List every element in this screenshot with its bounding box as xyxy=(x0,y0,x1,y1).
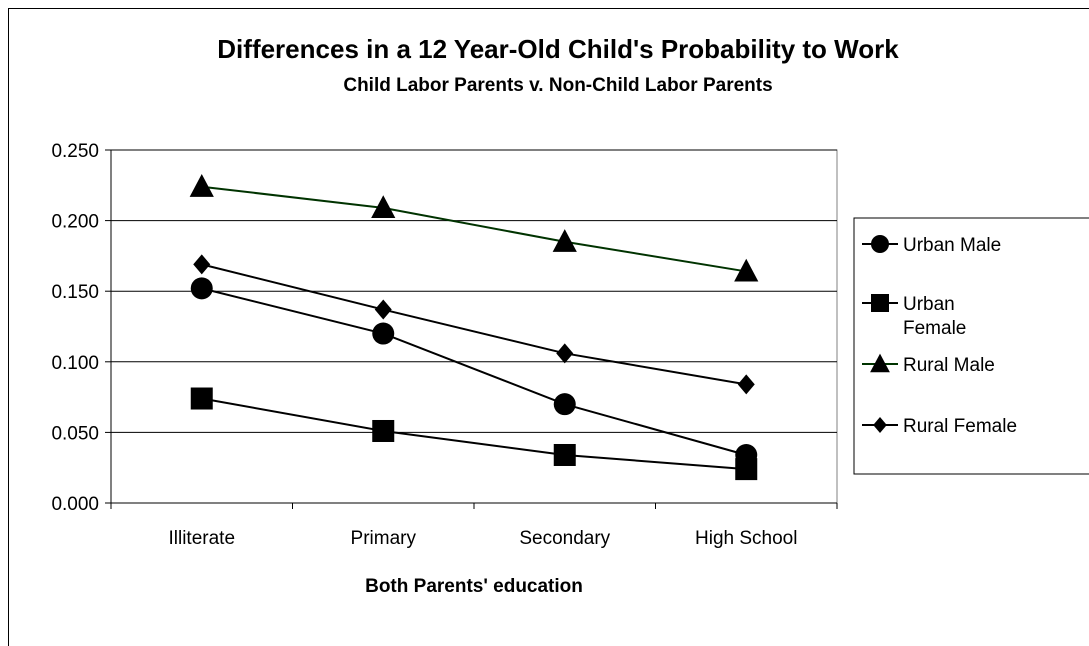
x-tick-label: Illiterate xyxy=(168,528,235,549)
legend-marker xyxy=(870,353,890,373)
x-axis-label: Both Parents' education xyxy=(365,576,583,597)
data-point xyxy=(372,419,395,442)
data-point xyxy=(189,174,214,197)
data-point xyxy=(374,299,392,320)
data-point xyxy=(193,254,211,275)
series-line xyxy=(201,287,747,456)
legend: Urban Male Urban Female Rural Male Rural Fem… xyxy=(853,217,1089,475)
data-point xyxy=(371,195,396,219)
data-point xyxy=(556,343,574,364)
y-tick-label: 0.200 xyxy=(51,212,99,233)
y-tick-label: 0.250 xyxy=(51,141,99,162)
data-point xyxy=(734,258,759,282)
legend-label: Rural Female xyxy=(903,416,1017,437)
y-tick-label: 0.000 xyxy=(51,494,99,515)
y-tick-label: 0.050 xyxy=(51,423,99,444)
data-point xyxy=(735,458,758,481)
y-tick-label: 0.150 xyxy=(51,282,99,303)
legend-label: Rural Male xyxy=(903,355,995,376)
legend-label: Urban xyxy=(903,294,955,315)
chart-title: Differences in a 12 Year-Old Child's Pro… xyxy=(217,34,899,64)
x-tick-label: Primary xyxy=(351,528,417,549)
data-point xyxy=(372,322,395,345)
chart-frame xyxy=(8,8,1089,646)
data-point xyxy=(552,229,577,252)
legend-marker xyxy=(873,417,887,433)
series-line xyxy=(201,397,747,471)
legend-marker xyxy=(871,235,889,253)
y-tick-label: 0.100 xyxy=(51,353,99,374)
data-point xyxy=(190,277,213,300)
data-point xyxy=(553,393,576,416)
x-tick-label: High School xyxy=(695,528,797,549)
series-line xyxy=(201,185,747,273)
legend-box xyxy=(853,217,1089,475)
legend-label: Female xyxy=(903,318,966,339)
plot-area: 0.000 0.050 0.100 0.150 0.200 0.250 Illiterate… xyxy=(51,141,838,549)
legend-label: Urban Male xyxy=(903,235,1001,256)
chart-subtitle: Child Labor Parents v. Non-Child Labor P… xyxy=(343,75,772,96)
x-tick-label: Secondary xyxy=(519,528,610,549)
data-point xyxy=(190,387,213,410)
data-point xyxy=(553,443,576,466)
legend-marker xyxy=(871,294,889,312)
data-point xyxy=(737,374,755,395)
series-line xyxy=(201,263,747,386)
